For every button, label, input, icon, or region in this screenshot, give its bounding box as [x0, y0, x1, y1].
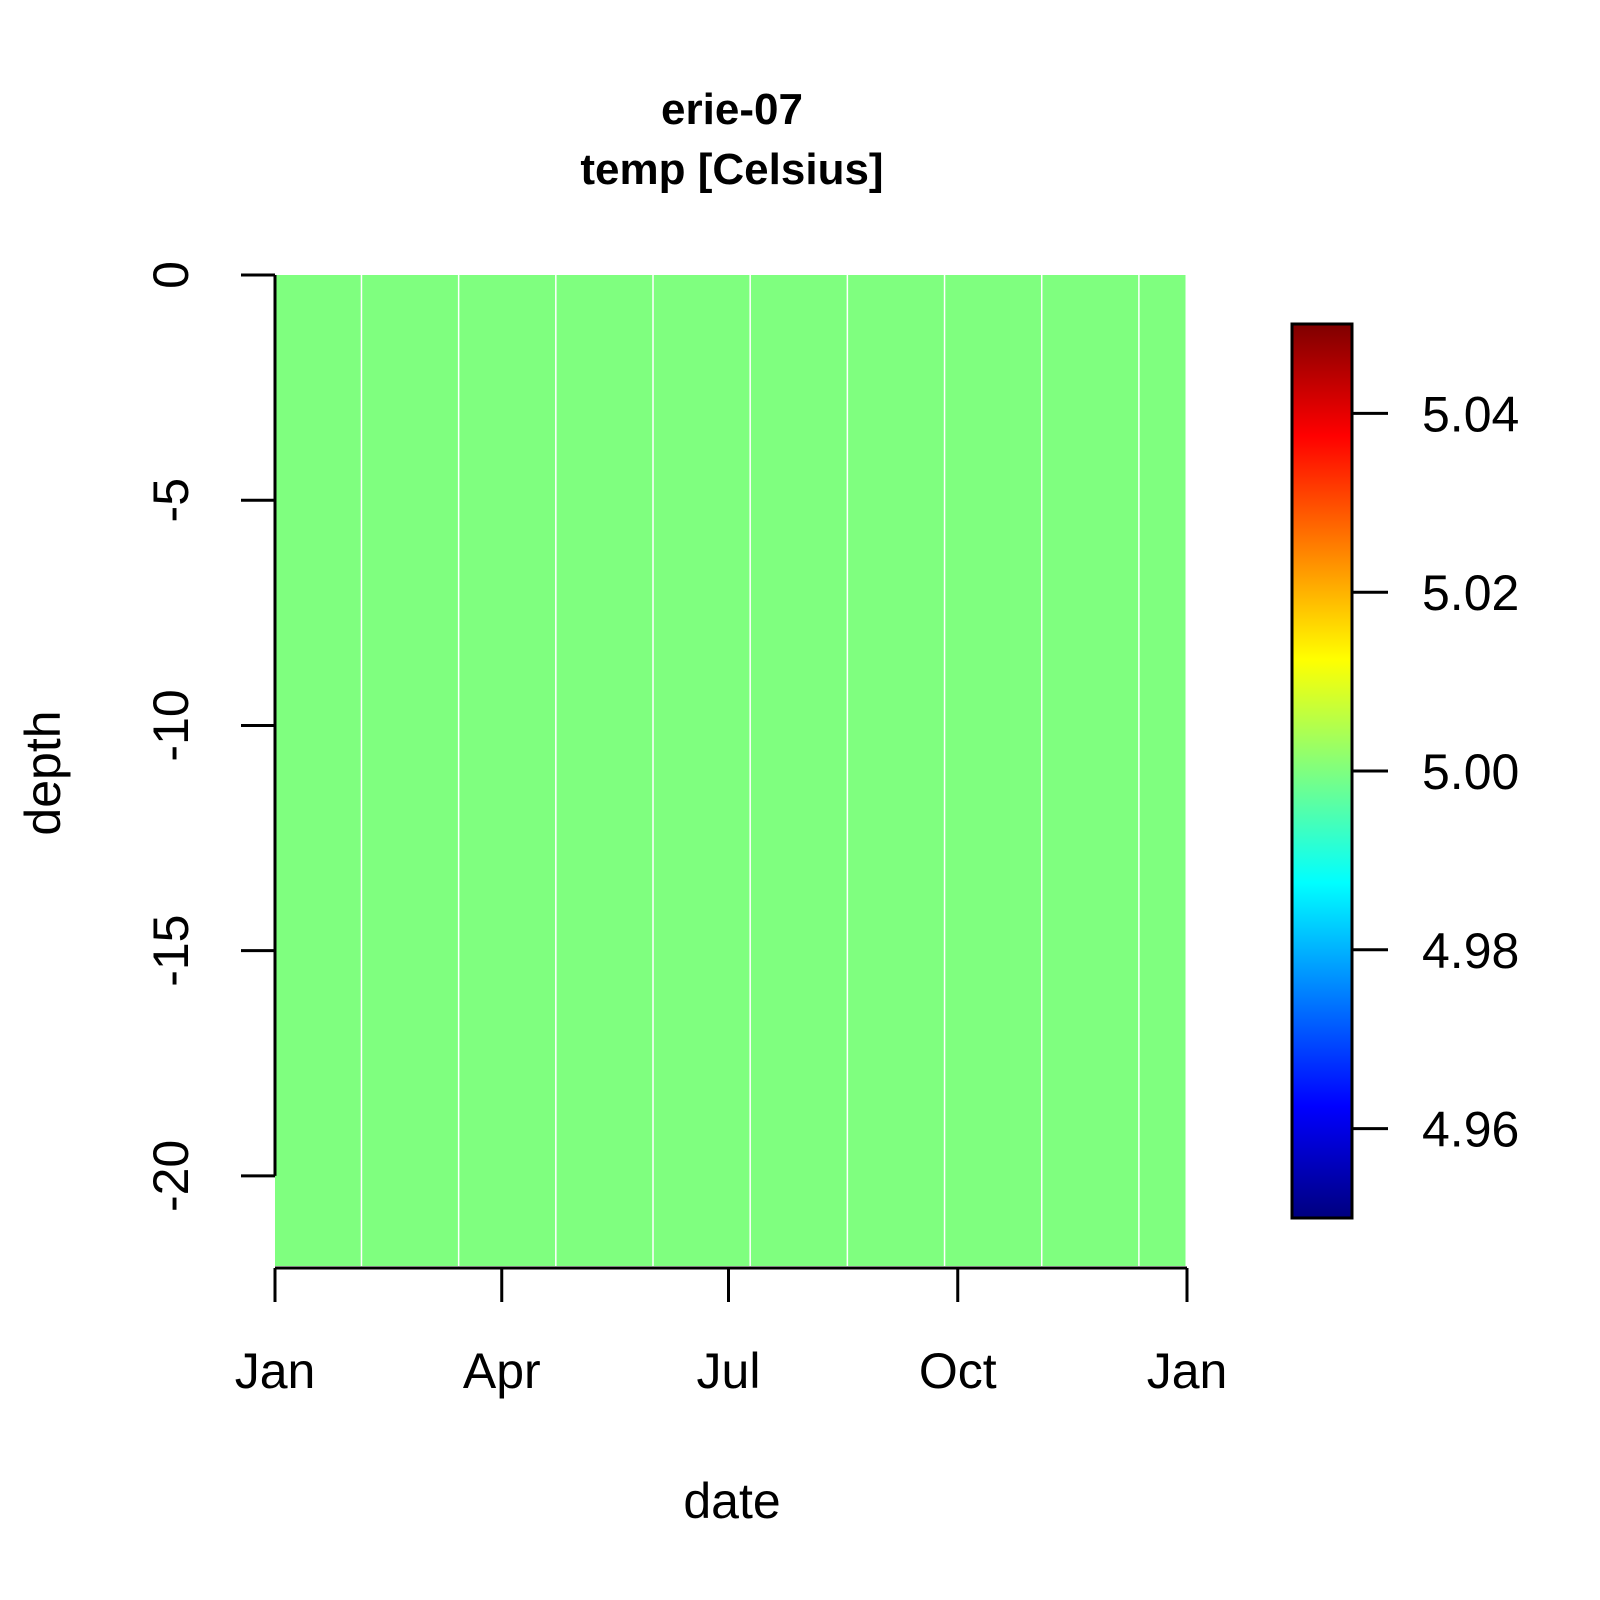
y-tick-label: -10 [143, 689, 199, 761]
heatmap-cell [1139, 275, 1186, 1266]
heatmap-cell [848, 275, 944, 1266]
color-scale-label: 4.96 [1422, 1102, 1519, 1158]
color-scale-bar: 5.04 5.02 5.00 4.98 4.96 [1290, 322, 1519, 1220]
color-scale-gradient [1290, 322, 1354, 1220]
y-tick-label: -5 [143, 478, 199, 522]
heatmap-cell [362, 275, 458, 1266]
heatmap-cell [750, 275, 847, 1266]
x-tick-label: Oct [919, 1343, 997, 1399]
heatmap-cell [556, 275, 653, 1266]
color-scale-label: 4.98 [1422, 923, 1519, 979]
heatmap-cell [459, 275, 556, 1266]
x-tick-label: Jul [697, 1343, 761, 1399]
y-tick-label: 0 [143, 261, 199, 289]
color-scale-label: 5.00 [1422, 744, 1519, 800]
y-tick-label: -20 [143, 1140, 199, 1212]
y-axis: 0 -5 -10 -15 -20 [143, 261, 277, 1212]
heatmap-cell [1042, 275, 1139, 1266]
x-axis-label: date [683, 1473, 780, 1529]
y-tick-label: -15 [143, 915, 199, 987]
x-tick-label: Jan [1147, 1343, 1228, 1399]
chart-subtitle: temp [Celsius] [580, 145, 883, 194]
heatmap-cells [275, 275, 1186, 1266]
x-tick-label: Apr [463, 1343, 541, 1399]
heatmap-cell [653, 275, 750, 1266]
heatmap-cell [945, 275, 1041, 1266]
x-tick-label: Jan [235, 1343, 316, 1399]
y-axis-label: depth [15, 710, 71, 835]
heatmap-cell [275, 275, 361, 1266]
color-scale-label: 5.02 [1422, 565, 1519, 621]
x-axis: Jan Apr Jul Oct Jan [235, 1266, 1228, 1399]
color-scale-label: 5.04 [1422, 386, 1519, 442]
chart-title: erie-07 [661, 85, 803, 134]
